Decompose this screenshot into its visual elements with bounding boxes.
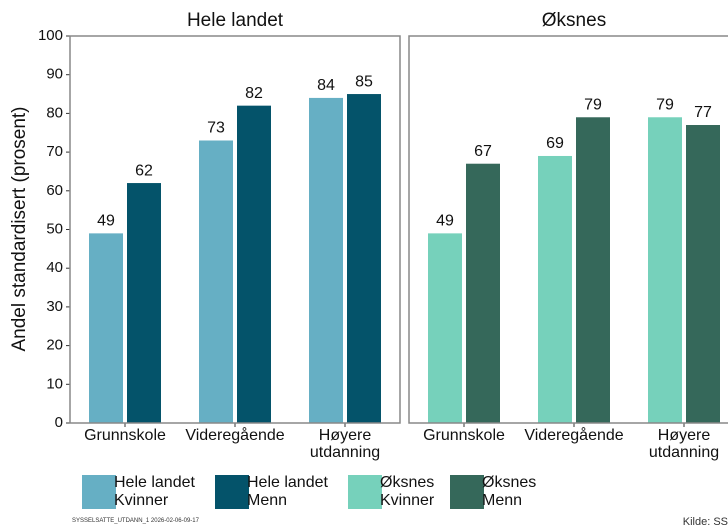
- legend-swatch: [348, 475, 382, 509]
- y-tick-label: 80: [46, 104, 63, 121]
- panel-title: Øksnes: [542, 10, 606, 31]
- bar: [686, 125, 720, 423]
- y-tick-label: 50: [46, 220, 63, 237]
- y-axis-title: Andel standardisert (prosent): [9, 106, 30, 351]
- legend-label: Hele landet Menn: [247, 474, 328, 509]
- bar: [466, 163, 500, 423]
- bar: [127, 183, 161, 423]
- value-label: 69: [546, 135, 564, 152]
- legend-swatch: [215, 475, 249, 509]
- value-label: 49: [436, 213, 454, 230]
- y-tick-label: 30: [46, 298, 63, 315]
- y-tick-label: 100: [38, 27, 63, 44]
- legend-label: Øksnes Menn: [482, 474, 537, 509]
- value-label: 82: [245, 85, 263, 102]
- y-tick-label: 10: [46, 375, 63, 392]
- y-tick-label: 40: [46, 259, 63, 276]
- panel-title: Hele landet: [187, 10, 284, 31]
- legend-label: Øksnes Kvinner: [380, 474, 435, 509]
- y-tick-label: 20: [46, 337, 63, 354]
- x-tick-label: Grunnskole: [84, 427, 166, 444]
- legend-swatch: [82, 475, 116, 509]
- value-label: 49: [97, 213, 115, 230]
- value-label: 79: [656, 96, 674, 113]
- footer-code: SYSSELSATTE_UTDANN_1 2026-02-06-09-17: [72, 518, 199, 524]
- x-tick-label: Videregående: [185, 427, 285, 444]
- x-tick-label: Grunnskole: [423, 427, 505, 444]
- x-tick-label: Høyere utdanning: [648, 427, 720, 461]
- bar: [309, 97, 343, 424]
- bar: [538, 155, 572, 423]
- value-label: 62: [135, 162, 153, 179]
- value-label: 67: [474, 143, 492, 160]
- value-label: 77: [694, 104, 712, 121]
- value-label: 84: [317, 77, 335, 94]
- value-label: 73: [207, 120, 225, 137]
- bar: [347, 94, 381, 424]
- legend-swatch: [450, 475, 484, 509]
- legend-label: Hele landet Kvinner: [114, 474, 195, 509]
- y-tick-label: 60: [46, 182, 63, 199]
- panel-border: [408, 35, 728, 424]
- y-tick-label: 90: [46, 66, 63, 83]
- bar: [199, 140, 233, 424]
- bar: [648, 117, 682, 424]
- bar: [576, 117, 610, 424]
- x-tick-label: Videregående: [524, 427, 624, 444]
- value-label: 85: [355, 73, 373, 90]
- y-tick-label: 0: [55, 414, 63, 431]
- bar: [89, 233, 123, 423]
- panel-border: [69, 35, 401, 424]
- footer-source: Kilde: SS: [682, 516, 728, 525]
- bar: [237, 105, 271, 423]
- value-label: 79: [584, 96, 602, 113]
- bar: [428, 233, 462, 423]
- x-tick-label: Høyere utdanning: [309, 427, 381, 461]
- y-tick-label: 70: [46, 143, 63, 160]
